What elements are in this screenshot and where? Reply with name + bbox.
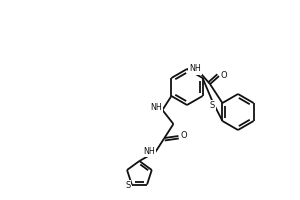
Text: NH: NH: [151, 104, 162, 112]
Text: O: O: [221, 71, 227, 80]
Text: S: S: [125, 181, 130, 190]
Text: S: S: [210, 101, 215, 110]
Text: NH: NH: [143, 146, 155, 156]
Text: NH: NH: [190, 64, 201, 73]
Text: O: O: [180, 132, 187, 140]
